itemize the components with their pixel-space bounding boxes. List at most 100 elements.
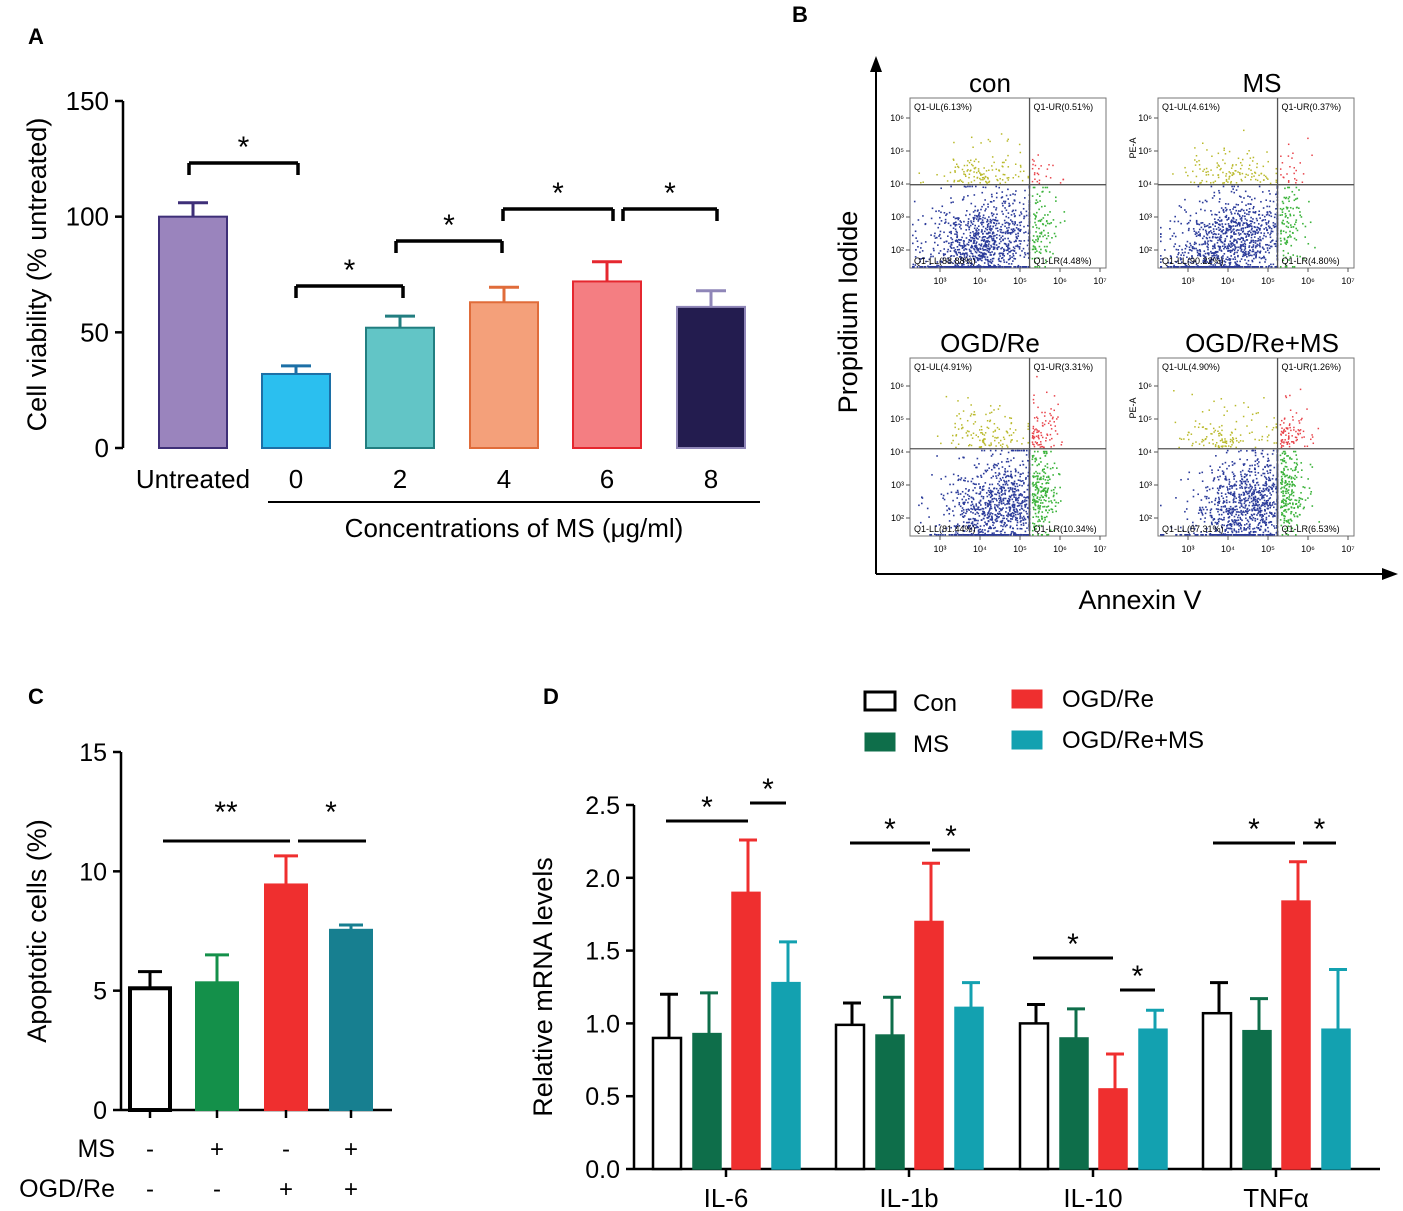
flow-dot-ll [1023,240,1026,242]
flow-dot-ll [939,250,942,252]
flow-dot-ll [1208,261,1211,263]
flow-dot-ll [957,218,960,221]
flow-dot-ll [1025,522,1027,524]
flow-dot-ll [1251,464,1253,467]
flow-dot-ll [1244,500,1246,503]
flow-dot-ll [1192,262,1195,264]
flow-dot-ll [1228,265,1231,267]
flow-dot-ll [976,248,978,251]
flow-dot-lr [1280,232,1282,235]
flow-dot-ll [1246,219,1248,222]
flow-dot-ll [1245,486,1248,489]
flow-dot-ll [976,525,978,528]
flow-dot-lr [1043,229,1045,232]
flow-dot-lr [1033,499,1036,502]
flow-dot-ul [958,413,960,415]
flow-dot-ll [1255,477,1258,480]
flow-dot-ll [996,464,998,467]
flow-dot-ll [1015,236,1018,238]
flow-dot-ul [981,433,984,435]
flow-dot-ll [1225,203,1227,205]
flow-dot-ur [1294,178,1296,180]
flow-dot-ll [1213,246,1216,248]
flow-dot-ur [1032,398,1035,401]
flow-dot-ll [1203,223,1206,226]
flow-dot-ll [981,223,983,226]
flow-dot-ll [970,220,972,222]
flow-dot-ll [987,520,990,522]
flow-dot-ll [998,480,1001,483]
flow-dot-ll [968,489,970,491]
flow-dot-ll [1000,487,1003,489]
flow-dot-ul [979,177,981,180]
flow-dot-ul [1249,157,1252,159]
flow-dot-ll [1215,228,1218,230]
panel-label-d: D [543,684,559,709]
flow-dot-lr [1282,249,1285,252]
flow-dot-ll [965,248,968,251]
flow-dot-ll [1186,266,1188,268]
flow-dot-ul [1203,168,1206,171]
flow-dot-ll [1233,529,1236,532]
flow-dot-lr [1284,266,1287,268]
flow-dot-ll [960,221,963,224]
flow-dot-ll [1199,249,1201,251]
flow-dot-ll [991,239,994,242]
flow-dot-ll [1273,501,1275,503]
flow-dot-ll [1020,507,1023,510]
flow-dot-ll [989,500,991,503]
flow-dot-ul [979,173,982,175]
flow-dot-ll [1007,212,1010,214]
flow-dot-ll [979,244,982,247]
flow-dot-ll [967,244,970,246]
flow-dot-ll [990,490,993,492]
flow-dot-ll [1239,223,1241,226]
flow-dot-lr [1286,220,1289,223]
flow-dot-ll [1246,226,1249,229]
flow-dot-ll [1249,264,1252,266]
flow-dot-ll [1180,261,1183,264]
flow-dot-ll [965,229,968,231]
flow-dot-ll [993,243,996,246]
flow-dot-ll [966,210,968,212]
flow-dot-ll [1169,266,1172,268]
flow-dot-ll [953,534,956,536]
flow-dot-ll [1009,233,1012,235]
flow-dot-ll [1272,490,1274,493]
flow-dot-ll [1207,243,1209,246]
flow-dot-ll [1219,198,1221,200]
flow-dot-ll [1209,509,1212,512]
flow-dot-ll [974,513,977,515]
flow-dot-lr [1058,473,1060,475]
flow-dot-ll [1002,486,1004,488]
flow-dot-ll [1176,256,1178,258]
flow-dot-ul [1210,182,1212,184]
flow-dot-ll [1206,508,1208,511]
flow-dot-ll [955,534,957,536]
flow-dot-ll [1246,510,1248,513]
flow-dot-ur [1033,160,1035,162]
flow-dot-ll [1204,261,1207,264]
flow-dot-lr [1035,527,1037,530]
flow-dot-ul [1011,439,1013,441]
flow-dot-ll [996,504,998,507]
flow-dot-lr [1050,450,1052,453]
flow-dot-ul [1232,172,1234,174]
flow-dot-ll [971,534,974,536]
flow-dot-ur [1052,164,1054,167]
flow-dot-ll [991,521,994,524]
flow-dot-ll [961,510,963,512]
flow-dot-ll [1001,210,1003,213]
flow-dot-lr [1047,476,1050,479]
quadrant-lr-label: Q1-LR(4.48%) [1034,256,1092,266]
flow-dot-lr [1038,463,1040,465]
flow-dot-ll [1238,195,1241,198]
flow-dot-ul [1231,165,1234,167]
flow-dot-ul [966,434,969,437]
y-tick-label: 10² [891,245,904,255]
flow-dot-ll [1009,508,1011,511]
flow-dot-lr [1053,462,1056,465]
flow-dot-ul [967,160,969,162]
flow-dot-lr [1287,197,1290,200]
flow-dot-ur [1034,164,1037,167]
